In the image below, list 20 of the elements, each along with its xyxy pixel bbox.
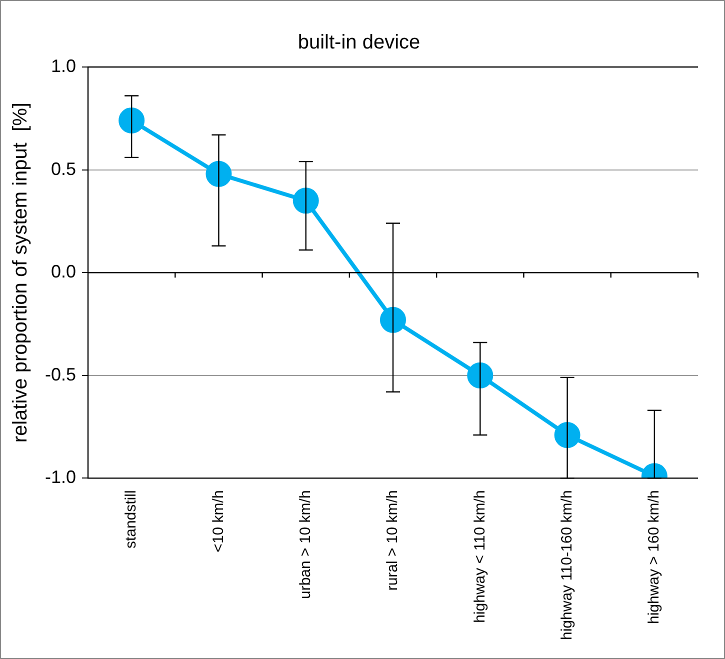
x-tick-label: <10 km/h <box>210 490 227 552</box>
y-tick-label: 0.0 <box>50 262 76 282</box>
point <box>118 107 145 134</box>
x-tick-label: highway 110-160 km/h <box>558 490 576 640</box>
y-tick-label: -1.0 <box>44 467 76 488</box>
x-tick-label: urban > 10 km/h <box>297 490 314 600</box>
point <box>206 160 232 187</box>
x-tick-label: highway < 110 km/h <box>471 490 488 623</box>
point <box>554 422 580 448</box>
y-tick-label: 1.0 <box>50 56 76 76</box>
chart-title: built-in device <box>298 32 420 54</box>
y-tick-label: -0.5 <box>44 364 76 384</box>
point <box>380 306 406 333</box>
y-tick-label: 0.5 <box>50 158 76 179</box>
point <box>467 362 494 388</box>
y-axis-title: relative proportion of system input [%] <box>10 102 32 443</box>
x-tick-label: standstill <box>122 490 140 549</box>
point <box>292 188 319 214</box>
x-tick-label: highway > 160 km/h <box>646 490 663 624</box>
x-tick-label: rural > 10 km/h <box>384 490 402 591</box>
